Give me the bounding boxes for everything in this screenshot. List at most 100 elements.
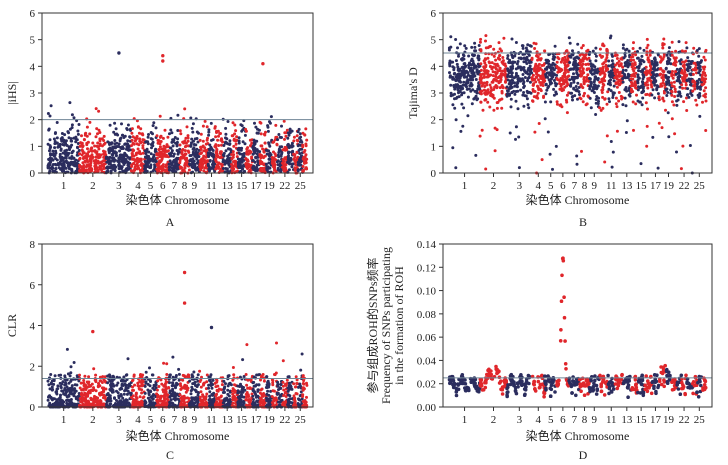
data-point [224,140,228,144]
data-point [285,128,289,132]
data-point [149,152,153,156]
data-point [291,162,295,166]
data-point [272,150,275,154]
data-point [279,154,283,158]
data-point [588,84,592,88]
data-point [489,73,493,77]
data-point [196,393,200,397]
data-point [548,152,552,156]
data-point [688,144,692,147]
data-point [629,55,633,59]
data-point [140,379,144,383]
data-point [510,71,513,75]
data-point [522,80,526,84]
data-point [162,400,166,404]
data-point [102,402,106,406]
data-point [514,99,518,103]
data-point [104,387,108,391]
data-point [692,46,696,50]
data-point [571,67,574,71]
data-point [252,165,256,169]
data-point [472,54,476,58]
data-point [664,88,668,91]
data-point [111,149,115,153]
data-point [69,379,73,383]
data-point [113,166,117,170]
x-axis-label: 染色体 Chromosome [526,192,630,207]
data-point [295,138,299,142]
data-point [490,61,494,65]
data-point [211,161,215,165]
data-point [260,160,264,164]
data-point [704,74,707,77]
data-point [586,73,590,77]
data-point [650,93,654,97]
data-point [166,135,170,139]
data-point [163,128,167,132]
y-tick-label: 4 [431,61,437,73]
data-point [582,94,586,98]
data-point [149,131,153,134]
data-point [69,392,73,396]
data-point [621,103,625,107]
data-point [130,144,133,148]
data-point [449,35,453,39]
data-point [95,127,99,131]
data-point [610,65,614,69]
data-point [516,107,520,111]
data-point [186,134,190,138]
data-point [575,68,579,72]
data-point [452,66,456,70]
data-point [605,47,609,51]
data-point [156,400,159,404]
data-point [490,93,494,96]
data-point [602,83,606,87]
data-point [691,80,695,83]
data-point [617,99,621,103]
data-point [572,80,576,84]
data-point [498,86,502,90]
data-point [53,140,57,143]
data-point [672,103,676,107]
data-point [102,390,106,394]
data-point [176,129,180,132]
data-point [186,144,190,148]
data-point [258,120,262,124]
data-point [80,391,84,395]
data-point [500,106,504,110]
data-point [169,398,173,402]
data-point [180,395,184,399]
data-point [505,85,509,89]
data-point [48,114,52,118]
data-point [52,137,56,141]
data-point [162,361,166,365]
data-point [201,124,205,128]
data-point [96,399,100,403]
data-point [99,165,103,169]
data-point [94,135,98,139]
data-point [455,78,458,82]
data-point [196,154,200,158]
data-point [86,140,90,144]
data-point [484,167,488,171]
data-point [231,121,235,125]
data-point [296,160,300,164]
data-point [284,134,288,138]
data-point [177,367,181,371]
data-point [662,91,666,95]
data-point [479,73,483,77]
data-point [601,69,605,73]
data-point [150,373,154,377]
data-point [155,388,159,392]
data-point [467,54,471,58]
data-point [130,396,133,399]
data-point [449,83,453,87]
x-tick-label: 17 [251,180,263,192]
data-point [665,94,669,97]
data-point [244,157,248,161]
data-point [580,73,584,77]
data-point [631,100,635,104]
data-point [49,373,53,376]
data-point [642,85,645,89]
data-point [157,385,161,388]
